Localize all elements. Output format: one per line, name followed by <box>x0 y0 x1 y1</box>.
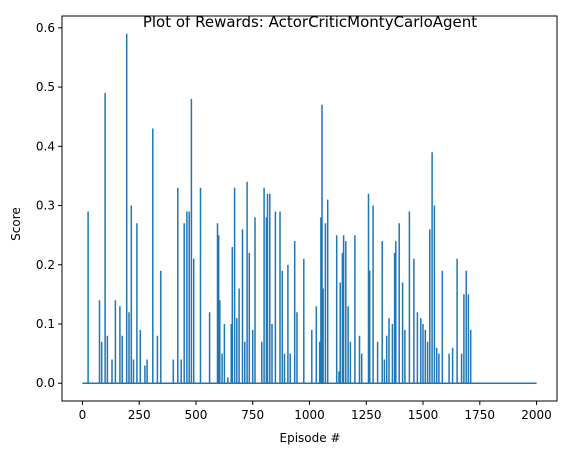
x-tick-label: 750 <box>241 408 264 422</box>
y-axis: 0.0 0.1 0.2 0.3 0.4 0.5 0.6 <box>36 21 62 390</box>
x-tick-label: 1250 <box>351 408 382 422</box>
x-tick-label: 250 <box>128 408 151 422</box>
x-tick-label: 1750 <box>465 408 496 422</box>
y-tick-label: 0.0 <box>36 376 55 390</box>
x-tick-label: 2000 <box>521 408 552 422</box>
y-tick-label: 0.3 <box>36 199 55 213</box>
x-tick-label: 0 <box>79 408 87 422</box>
chart-title: Plot of Rewards: ActorCriticMontyCarloAg… <box>143 13 477 31</box>
plot-area <box>82 33 537 384</box>
y-tick-label: 0.5 <box>36 80 55 94</box>
x-axis-label: Episode # <box>280 431 341 445</box>
y-tick-label: 0.6 <box>36 21 55 35</box>
y-tick-label: 0.2 <box>36 258 55 272</box>
x-tick-label: 1000 <box>294 408 325 422</box>
x-tick-label: 500 <box>185 408 208 422</box>
y-tick-label: 0.1 <box>36 317 55 331</box>
x-axis: 0 250 500 750 1000 1250 1500 1750 2000 <box>79 401 552 422</box>
series-line <box>82 33 537 384</box>
x-tick-label: 1500 <box>408 408 439 422</box>
y-tick-label: 0.4 <box>36 139 55 153</box>
y-axis-label: Score <box>9 207 23 241</box>
